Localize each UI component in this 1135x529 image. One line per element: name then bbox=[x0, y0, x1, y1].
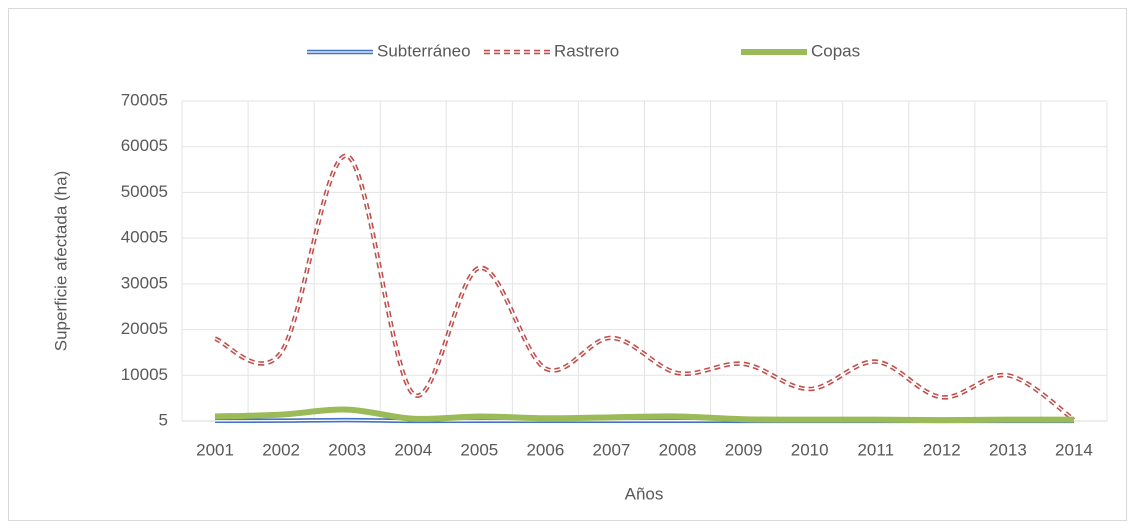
x-tick-label: 2007 bbox=[593, 440, 631, 459]
y-tick-label: 60005 bbox=[121, 136, 168, 155]
y-tick-label: 10005 bbox=[121, 365, 168, 384]
line-series-inner bbox=[214, 155, 1075, 421]
x-tick-label: 2002 bbox=[262, 440, 300, 459]
x-tick-label: 2008 bbox=[659, 440, 697, 459]
x-tick-label: 2006 bbox=[526, 440, 564, 459]
x-tick-label: 2014 bbox=[1055, 440, 1093, 459]
x-tick-label: 2003 bbox=[328, 440, 366, 459]
x-tick-label: 2009 bbox=[725, 440, 763, 459]
line-series bbox=[214, 406, 1074, 424]
x-tick-label: 2013 bbox=[989, 440, 1027, 459]
x-tick-label: 2012 bbox=[923, 440, 961, 459]
y-tick-label: 20005 bbox=[121, 319, 168, 338]
y-axis-title: Superficie afectada (ha) bbox=[51, 171, 70, 352]
legend-label: Rastrero bbox=[554, 41, 619, 60]
y-tick-label: 50005 bbox=[121, 182, 168, 201]
y-tick-label: 5 bbox=[159, 410, 168, 429]
x-tick-label: 2001 bbox=[196, 440, 234, 459]
legend-label: Subterráneo bbox=[377, 41, 471, 60]
x-tick-label: 2011 bbox=[857, 440, 894, 459]
y-tick-label: 30005 bbox=[121, 273, 168, 292]
legend-label: Copas bbox=[811, 41, 860, 60]
x-axis-title: Años bbox=[625, 484, 664, 503]
y-tick-label: 70005 bbox=[121, 90, 168, 109]
x-tick-label: 2004 bbox=[394, 440, 432, 459]
y-tick-label: 40005 bbox=[121, 228, 168, 247]
x-tick-label: 2010 bbox=[791, 440, 829, 459]
x-tick-label: 2005 bbox=[460, 440, 498, 459]
chart-border bbox=[8, 8, 1127, 521]
